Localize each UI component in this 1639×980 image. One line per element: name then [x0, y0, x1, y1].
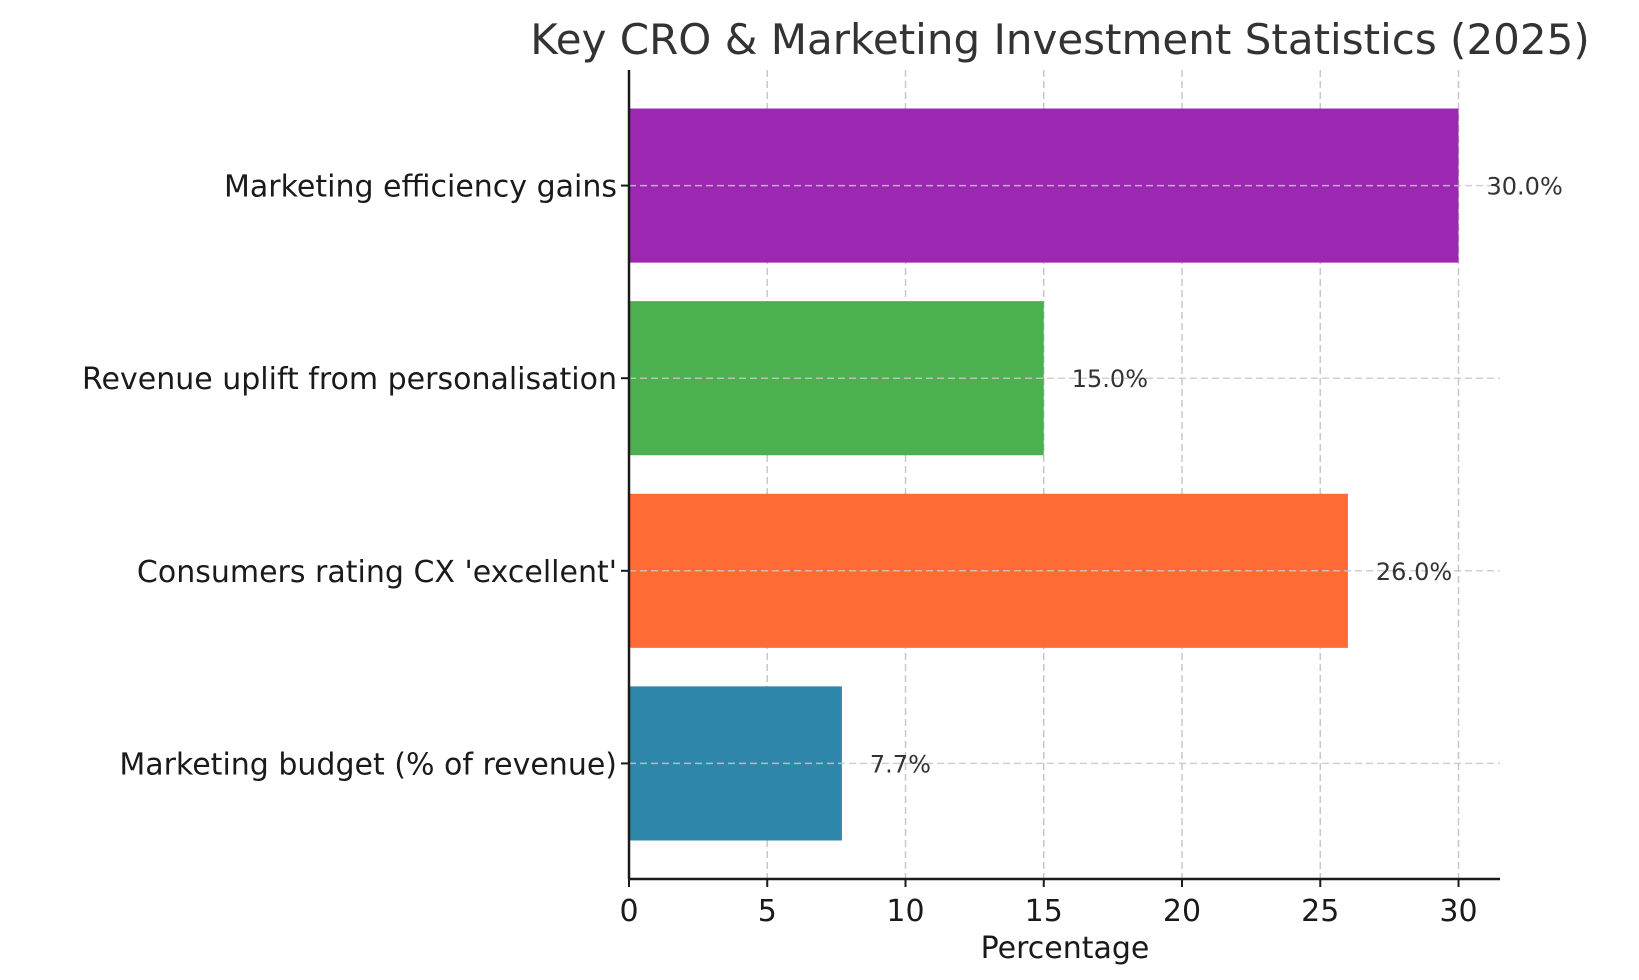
- x-tick-label-30: 30: [1439, 894, 1477, 929]
- y-tick-label-3: Marketing efficiency gains: [224, 170, 617, 205]
- x-tick-label-25: 25: [1301, 894, 1339, 929]
- category-grid-lines: [629, 184, 1500, 765]
- x-tick-label-5: 5: [758, 894, 777, 929]
- value-labels: 7.7% 26.0% 15.0% 30.0%: [870, 173, 1563, 779]
- x-tick-labels: 0 5 10 15 20 25 30: [619, 894, 1477, 929]
- y-tick-labels: Marketing budget (% of revenue) Consumers…: [82, 170, 617, 783]
- y-tick-label-2: Revenue uplift from personalisation: [82, 362, 617, 397]
- x-tick-label-10: 10: [886, 894, 924, 929]
- x-axis-label: Percentage: [981, 931, 1150, 966]
- y-tick-label-1: Consumers rating CX 'excellent': [137, 555, 617, 590]
- value-label-2: 15.0%: [1072, 365, 1148, 393]
- axes: [621, 70, 1500, 887]
- y-tick-label-0: Marketing budget (% of revenue): [119, 747, 617, 782]
- value-label-0: 7.7%: [870, 750, 931, 778]
- x-tick-label-0: 0: [619, 894, 638, 929]
- value-label-1: 26.0%: [1376, 558, 1452, 586]
- x-tick-label-20: 20: [1163, 894, 1201, 929]
- chart-title: Key CRO & Marketing Investment Statistic…: [530, 15, 1589, 64]
- value-label-3: 30.0%: [1487, 173, 1563, 201]
- x-tick-label-15: 15: [1025, 894, 1063, 929]
